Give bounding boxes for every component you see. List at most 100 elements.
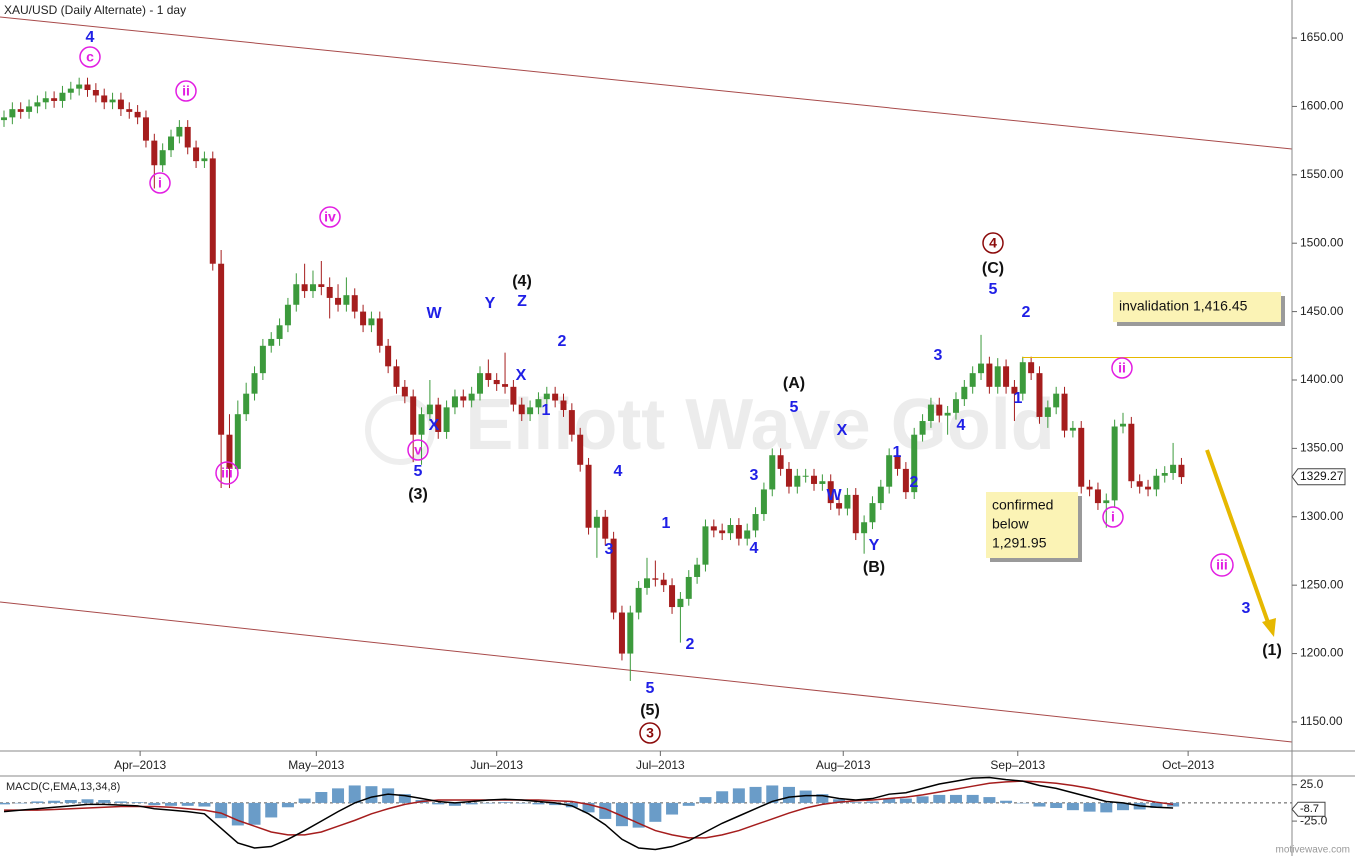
confirm-label: below bbox=[992, 516, 1029, 532]
candle-body bbox=[1170, 464, 1177, 474]
candle-body bbox=[602, 516, 609, 539]
candle-body bbox=[418, 414, 425, 435]
macd-histogram-bar bbox=[332, 788, 345, 803]
candle-body bbox=[134, 111, 141, 118]
candle-body bbox=[1028, 362, 1035, 374]
candle-body bbox=[460, 396, 467, 401]
macd-histogram-bar bbox=[833, 799, 846, 803]
macd-histogram-bar bbox=[131, 802, 144, 803]
candle-body bbox=[1136, 481, 1143, 487]
candle-body bbox=[84, 84, 91, 91]
chart-title: XAU/USD (Daily Alternate) - 1 day bbox=[4, 3, 186, 17]
macd-histogram-bar bbox=[966, 794, 979, 803]
candle-body bbox=[618, 612, 625, 654]
candle-body bbox=[969, 373, 976, 387]
candle-body bbox=[1019, 362, 1026, 394]
macd-y-tick-label: 25.0 bbox=[1300, 777, 1324, 791]
wave-circle bbox=[319, 206, 341, 228]
wave-label: 5 bbox=[989, 281, 998, 298]
macd-histogram-bar bbox=[448, 802, 461, 806]
y-tick-label: 1200.00 bbox=[1300, 646, 1344, 660]
y-tick-label: 1300.00 bbox=[1300, 509, 1344, 523]
candle-body bbox=[259, 345, 266, 374]
macd-histogram-bar bbox=[933, 794, 946, 803]
watermark-logo bbox=[365, 395, 435, 465]
candle-body bbox=[927, 404, 934, 422]
macd-histogram-bar bbox=[1167, 802, 1180, 807]
candle-body bbox=[836, 503, 843, 509]
candle-body bbox=[727, 524, 734, 534]
candle-body bbox=[844, 494, 851, 509]
candle-body bbox=[59, 92, 66, 101]
y-tick-label: 1150.00 bbox=[1300, 714, 1343, 728]
wave-label: Y bbox=[485, 295, 496, 312]
candle-body bbox=[485, 373, 492, 380]
candle-body bbox=[385, 345, 392, 367]
macd-histogram-bar bbox=[849, 802, 862, 803]
macd-histogram-bar bbox=[1083, 802, 1096, 812]
candle-body bbox=[811, 475, 818, 484]
candle-body bbox=[284, 304, 291, 326]
macd-histogram-bar bbox=[348, 785, 361, 803]
wave-label: 4 bbox=[989, 235, 997, 251]
candle-body bbox=[335, 297, 342, 305]
wave-label: v bbox=[414, 442, 422, 458]
invalidation-label: invalidation 1,416.45 bbox=[1119, 298, 1248, 314]
macd-histogram-bar bbox=[716, 791, 729, 803]
x-tick-label: Aug–2013 bbox=[816, 758, 871, 772]
candle-body bbox=[1153, 475, 1160, 490]
y-tick-label: 1650.00 bbox=[1300, 30, 1344, 44]
candle-body bbox=[1161, 473, 1168, 476]
macd-histogram-bar bbox=[866, 801, 879, 803]
wave-circle bbox=[149, 172, 171, 194]
macd-histogram-bar bbox=[515, 802, 528, 804]
candle-body bbox=[151, 140, 158, 166]
candle-body bbox=[168, 136, 175, 151]
wave-label: 3 bbox=[646, 725, 654, 741]
candle-body bbox=[1053, 393, 1060, 408]
macd-histogram-bar bbox=[315, 792, 328, 803]
candle-body bbox=[443, 407, 450, 432]
candle-body bbox=[493, 379, 500, 385]
candle-body bbox=[1145, 486, 1152, 490]
candle-body bbox=[142, 117, 149, 141]
wave-label: X bbox=[837, 422, 848, 439]
candle-body bbox=[552, 393, 559, 401]
candle-body bbox=[669, 585, 676, 608]
candle-body bbox=[1061, 393, 1068, 431]
candle-body bbox=[593, 516, 600, 528]
candle-body bbox=[1178, 464, 1185, 478]
x-tick-label: May–2013 bbox=[288, 758, 344, 772]
candle-body bbox=[978, 363, 985, 374]
candle-body bbox=[393, 366, 400, 387]
macd-histogram-bar bbox=[916, 796, 929, 803]
x-tick-label: Oct–2013 bbox=[1162, 758, 1214, 772]
candle-body bbox=[226, 434, 233, 469]
candle-body bbox=[1119, 423, 1126, 427]
candle-body bbox=[702, 526, 709, 565]
macd-histogram-bar bbox=[398, 794, 411, 803]
wave-circle bbox=[175, 80, 197, 102]
confirm-label: confirmed bbox=[992, 497, 1053, 513]
candle-body bbox=[994, 366, 1001, 387]
wave-label: 4 bbox=[614, 463, 623, 480]
macd-histogram-bar bbox=[599, 802, 612, 819]
candle-body bbox=[760, 489, 767, 515]
candle-body bbox=[159, 150, 166, 166]
candle-body bbox=[527, 407, 534, 415]
macd-histogram-bar bbox=[14, 802, 27, 804]
wave-label: iii bbox=[221, 465, 233, 481]
wave-label: 3 bbox=[605, 541, 614, 558]
candle-body bbox=[1078, 427, 1085, 487]
macd-histogram-bar bbox=[265, 802, 278, 818]
candle-body bbox=[1069, 427, 1076, 431]
candle-body bbox=[1111, 426, 1118, 501]
macd-histogram-bar bbox=[382, 788, 395, 803]
macd-histogram-bar bbox=[1016, 802, 1029, 804]
candle-body bbox=[911, 434, 918, 493]
macd-histogram-bar bbox=[148, 802, 161, 806]
macd-histogram-bar bbox=[1100, 802, 1113, 813]
candle-body bbox=[218, 263, 225, 435]
macd-histogram-bar bbox=[983, 797, 996, 803]
